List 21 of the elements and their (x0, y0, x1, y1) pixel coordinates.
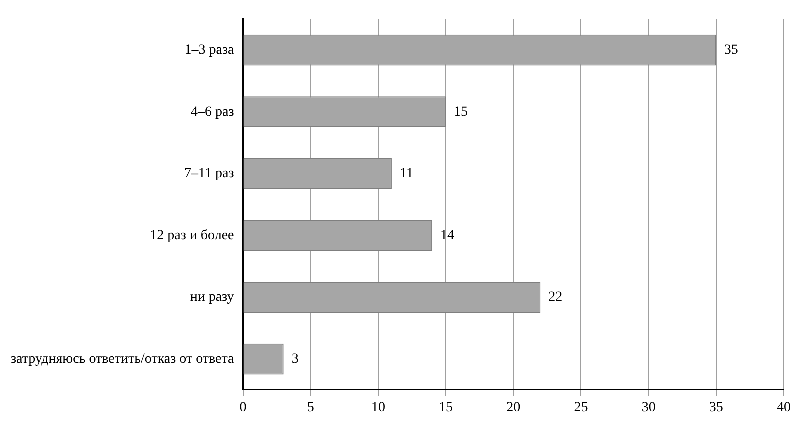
x-tick-label: 15 (439, 400, 454, 416)
x-tick-label: 5 (307, 400, 314, 416)
data-label: 11 (400, 166, 414, 182)
x-tick-label: 10 (371, 400, 386, 416)
data-label: 35 (724, 42, 738, 58)
x-tick-label: 0 (240, 400, 247, 416)
x-tick-label: 40 (777, 400, 791, 416)
data-label: 22 (548, 290, 563, 306)
y-tick-label: 7–11 раз (184, 166, 235, 182)
x-tick-label: 35 (709, 400, 724, 416)
y-tick-label: 1–3 раза (184, 42, 236, 58)
data-label: 14 (440, 228, 455, 244)
data-label: 3 (292, 352, 299, 367)
x-tick-label: 20 (506, 400, 521, 416)
y-tick-label: 12 раз и более (150, 228, 234, 244)
y-tick-label: ни разу (190, 290, 234, 306)
y-tick-label: 4–6 раз (191, 104, 235, 120)
data-label: 15 (454, 104, 468, 120)
x-tick-label: 25 (574, 400, 588, 416)
x-tick-label: 30 (642, 400, 656, 416)
y-tick-label: затрудняюсь ответить/отказ от ответа (10, 352, 236, 367)
